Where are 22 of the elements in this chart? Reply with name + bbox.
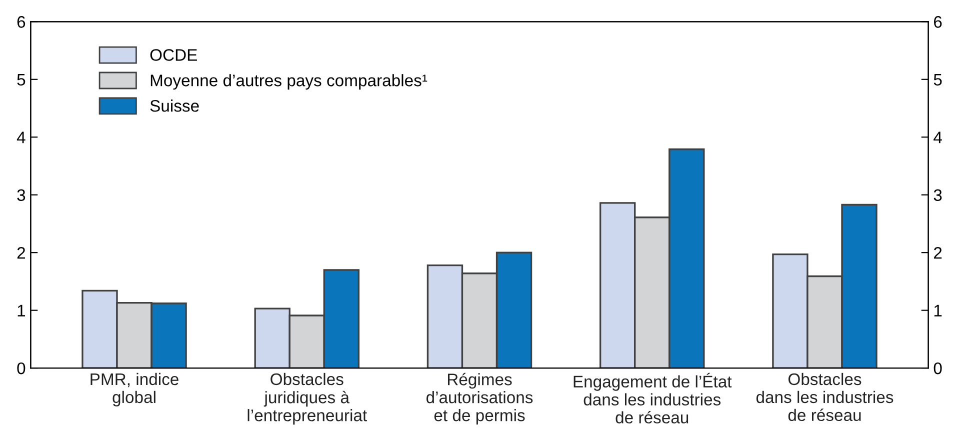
y-tick-label: 5 [17, 74, 26, 86]
x-tick-label: PMR, indice global [90, 372, 178, 406]
y2-tick-label: 3 [934, 189, 942, 202]
y-tick-label: 1 [18, 304, 26, 316]
x-tick-label: Obstacles juridiques à l’entrepreneuriat [248, 372, 367, 425]
y-tick-label: 0 [17, 362, 26, 374]
y2-tick-label: 4 [934, 132, 942, 144]
y2-tick-label: 2 [934, 246, 942, 259]
x-tick-label: Engagement de l’État dans les industries de réseau [574, 372, 732, 424]
y-tick-label: 2 [17, 246, 25, 259]
legend-label: OCDE [150, 49, 197, 61]
x-tick-label: Régimes d’autorisations et de permis [426, 372, 533, 425]
y2-tick-label: 1 [934, 304, 942, 316]
y2-tick-label: 6 [934, 16, 942, 28]
y2-tick-label: 5 [934, 74, 942, 86]
legend-label: Suisse [150, 100, 199, 112]
y-tick-label: 3 [17, 189, 26, 202]
legend-label: Moyenne d’autres pays comparables¹ [150, 74, 428, 90]
y-tick-label: 4 [16, 132, 26, 144]
y2-tick-label: 0 [934, 362, 942, 374]
x-tick-label: Obstacles dans les industries de réseau [756, 372, 894, 422]
y-tick-label: 6 [17, 16, 26, 28]
